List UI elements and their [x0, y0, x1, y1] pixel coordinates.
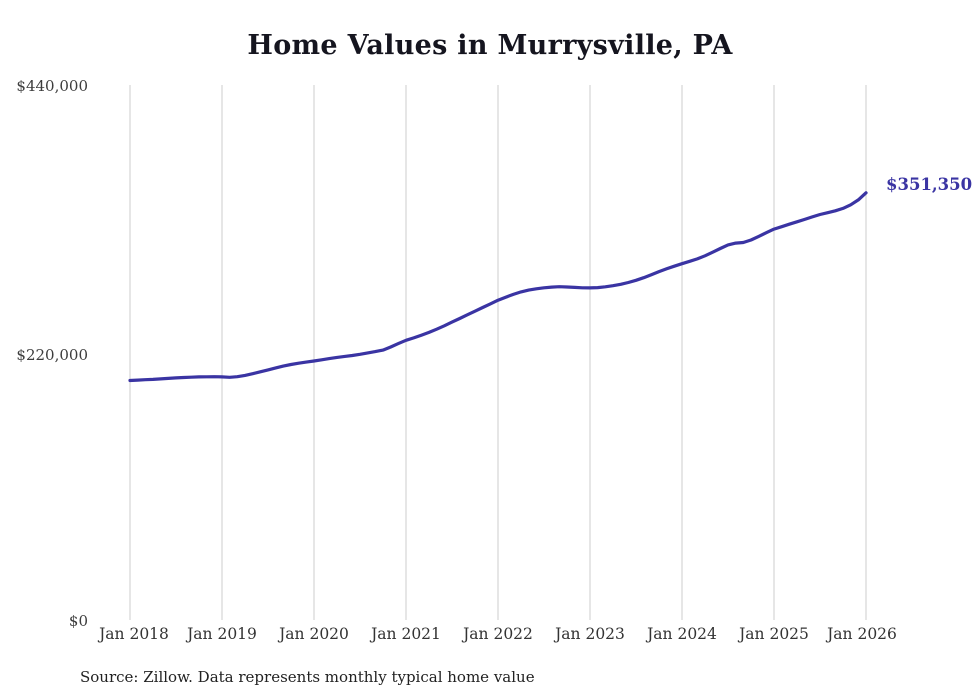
home-value-series-line [128, 191, 868, 383]
x-axis-tick-jan-2022: Jan 2022 [463, 625, 533, 643]
y-axis-tick-220000: $220,000 [16, 346, 88, 364]
x-axis-tick-jan-2020: Jan 2020 [279, 625, 349, 643]
x-axis-tick-jan-2021: Jan 2021 [371, 625, 441, 643]
y-axis-tick-440000: $440,000 [16, 77, 88, 95]
x-axis-tick-jan-2023: Jan 2023 [555, 625, 625, 643]
y-axis-tick-0: $0 [68, 612, 88, 630]
source-note: Source: Zillow. Data represents monthly … [80, 668, 535, 686]
x-axis-tick-jan-2024: Jan 2024 [647, 625, 717, 643]
x-axis-tick-jan-2019: Jan 2019 [187, 625, 257, 643]
x-axis-tick-jan-2018: Jan 2018 [99, 625, 169, 643]
final-value-label: $351,350 [886, 175, 973, 194]
x-axis-tick-jan-2025: Jan 2025 [739, 625, 809, 643]
x-axis-tick-jan-2026: Jan 2026 [827, 625, 897, 643]
chart-title: Home Values in Murrysville, PA [247, 30, 733, 61]
